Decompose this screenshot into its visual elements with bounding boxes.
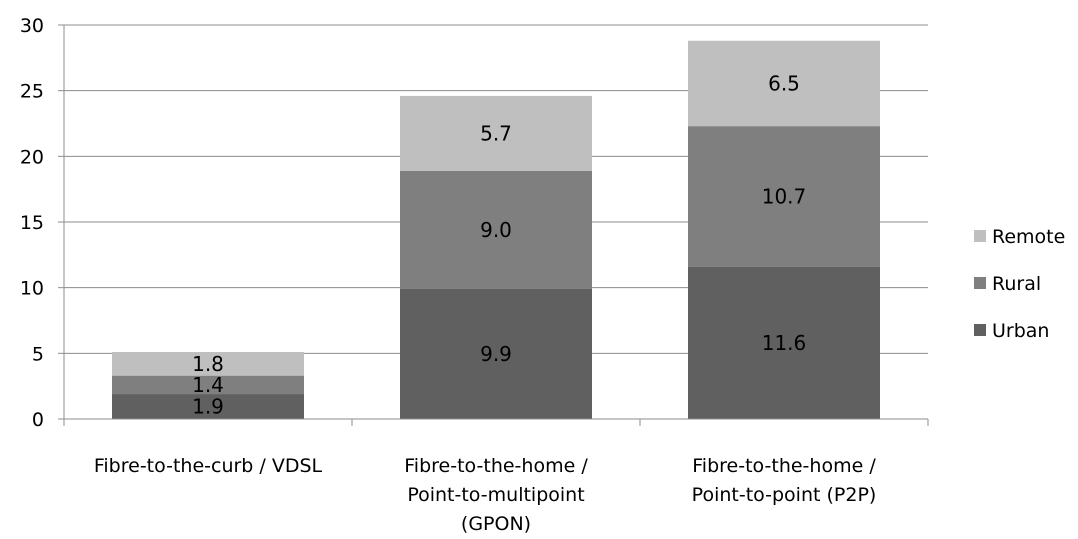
legend-swatch-urban [974,324,986,336]
category-label: Fibre-to-the-home / [404,455,588,477]
y-tick-label: 10 [20,278,44,300]
data-label-remote-1: 5.7 [480,121,512,145]
y-tick-label: 15 [20,212,44,234]
legend: Remote Rural Urban [974,226,1065,342]
category-label: Fibre-to-the-home / [692,455,876,477]
legend-label-rural: Rural [992,273,1041,295]
data-label-urban-1: 9.9 [480,342,512,366]
category-label: (GPON) [461,513,531,535]
data-label-rural-0: 1.4 [192,373,224,397]
y-tick-label: 30 [20,15,44,37]
category-label: Point-to-multipoint [407,484,584,506]
legend-swatch-rural [974,277,986,289]
category-labels: Fibre-to-the-curb / VDSL Fibre-to-the-hom… [94,455,876,535]
y-axis-ticks: 0 5 10 15 20 25 30 [20,15,64,431]
data-label-urban-2: 11.6 [762,331,807,355]
category-label: Fibre-to-the-curb / VDSL [94,455,323,477]
category-label: Point-to-point (P2P) [692,484,877,506]
x-axis [64,419,928,426]
y-tick-label: 20 [20,146,44,168]
y-tick-label: 25 [20,81,44,103]
data-label-remote-2: 6.5 [768,71,800,95]
data-label-remote-0: 1.8 [192,352,224,376]
y-tick-label: 5 [32,343,44,365]
data-label-urban-0: 1.9 [192,395,224,419]
legend-label-remote: Remote [992,226,1065,248]
y-tick-label: 0 [32,409,44,431]
data-label-rural-1: 9.0 [480,218,512,242]
data-label-rural-2: 10.7 [762,184,807,208]
legend-swatch-remote [974,230,986,242]
legend-label-urban: Urban [992,320,1049,342]
